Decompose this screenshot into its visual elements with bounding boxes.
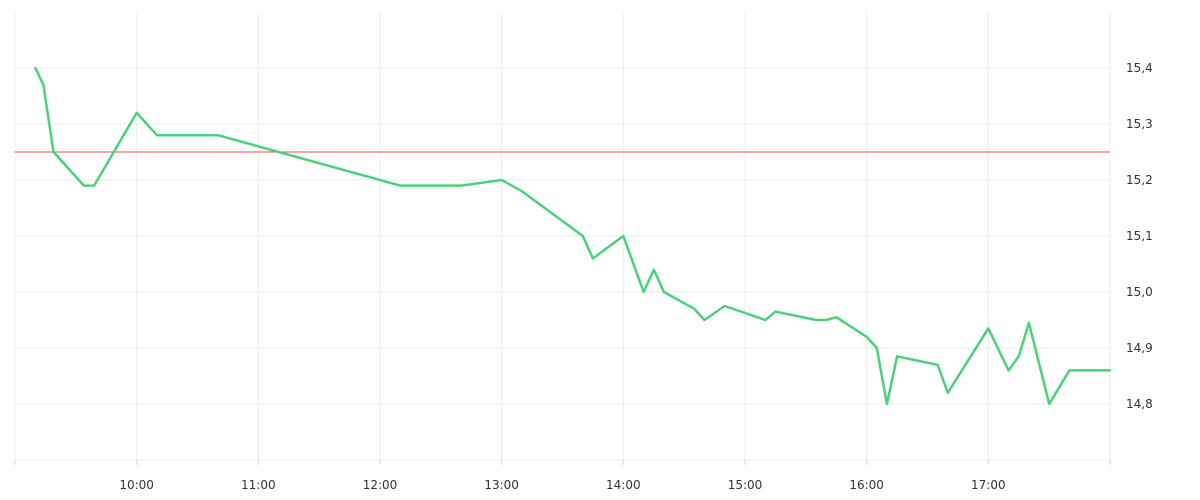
series-layer [34, 66, 1112, 406]
y-tick-label: 15,4 [1126, 61, 1153, 75]
y-tick-label: 15,2 [1126, 173, 1153, 187]
x-tick-label: 16:00 [849, 478, 884, 492]
x-tick-label: 13:00 [484, 478, 519, 492]
x-tick-label: 11:00 [241, 478, 276, 492]
y-tick-label: 15,1 [1126, 229, 1153, 243]
axes [14, 459, 1111, 465]
y-tick-label: 14,8 [1126, 397, 1153, 411]
x-tick-label: 15:00 [728, 478, 763, 492]
price-series-line [34, 66, 1112, 406]
x-tick-label: 10:00 [119, 478, 154, 492]
x-tick-label: 14:00 [606, 478, 641, 492]
y-tick-label: 15,0 [1126, 285, 1153, 299]
y-tick-label: 14,9 [1126, 341, 1153, 355]
y-tick-label: 15,3 [1126, 117, 1153, 131]
x-tick-label: 12:00 [363, 478, 398, 492]
tick-labels: 10:00 11:00 12:00 13:00 14:00 15:00 16:00 17:00… [119, 61, 1152, 492]
grid [14, 12, 1111, 460]
x-tick-label: 17:00 [971, 478, 1006, 492]
